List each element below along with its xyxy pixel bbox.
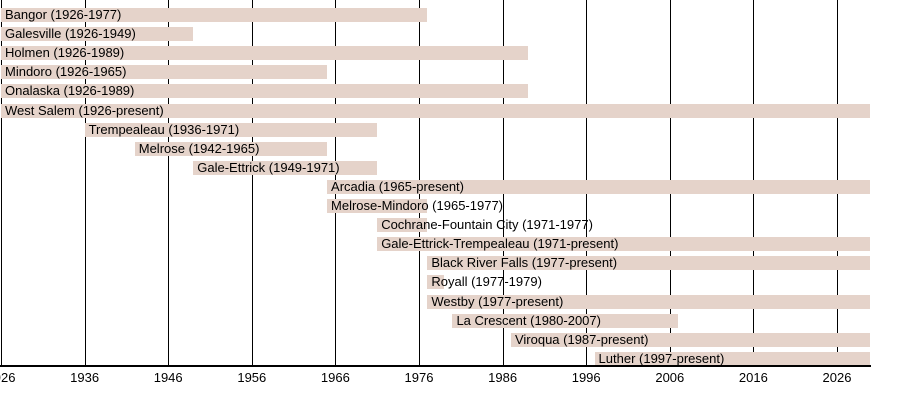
timeline-bar [327, 179, 871, 194]
timeline-bar [377, 237, 871, 252]
timeline-bar-label: Melrose (1942-1965) [138, 140, 260, 156]
timeline-bar [427, 256, 871, 271]
timeline-bar [1, 65, 328, 80]
timeline-bar [1, 84, 528, 99]
x-axis-tick-label: 1976 [404, 370, 434, 385]
x-axis-tick-label: 2006 [655, 370, 685, 385]
timeline-bar [594, 351, 871, 366]
timeline-bar-label: Cochrane-Fountain City (1971-1977) [381, 217, 593, 233]
x-axis-tick-label: 1936 [70, 370, 100, 385]
gridline-1946 [168, 0, 170, 366]
timeline-bar-label: West Salem (1926-present) [5, 102, 164, 118]
gridline-1956 [251, 0, 253, 366]
timeline-bar [1, 8, 428, 22]
timeline-bar-label: Gale-Ettrick (1949-1971) [197, 159, 340, 175]
timeline-bar [1, 27, 194, 42]
timeline-bar [377, 218, 428, 233]
timeline-bar [1, 103, 871, 118]
timeline-bar-label: Holmen (1926-1989) [5, 45, 125, 61]
timeline-bar-label: La Crescent (1980-2007) [456, 312, 601, 328]
timeline-bar-label: Viroqua (1987-present) [514, 331, 649, 347]
x-axis-tick-label: 2016 [738, 370, 768, 385]
timeline-bar-label: Arcadia (1965-present) [331, 178, 464, 194]
timeline-bar-label: Black River Falls (1977-present) [431, 255, 618, 271]
x-axis-tick-label: 1946 [153, 370, 183, 385]
x-axis-tick-label: 1996 [571, 370, 601, 385]
timeline-bar-label: Luther (1997-present) [598, 350, 725, 366]
x-axis-tick-label: 1956 [237, 370, 267, 385]
x-axis-tick-label: 2026 [822, 370, 852, 385]
timeline-bar-label: Onalaska (1926-1989) [5, 83, 135, 99]
x-axis-tick-label: 1926 [0, 370, 16, 385]
timeline-bar-label: Melrose-Mindoro (1965-1977) [331, 198, 504, 213]
timeline-bar [427, 294, 871, 309]
timeline-bar-label: Bangor (1926-1977) [5, 7, 122, 22]
timeline-bar-label: Mindoro (1926-1965) [5, 64, 127, 80]
timeline-bar [327, 199, 428, 213]
timeline-bar [452, 313, 679, 328]
x-axis-tick-label: 1986 [488, 370, 518, 385]
timeline-bar [84, 122, 378, 137]
timeline-bar [427, 275, 445, 290]
timeline-bar [134, 141, 328, 156]
gridline-1936 [84, 0, 86, 366]
x-axis-line [0, 365, 871, 367]
timeline-bar-label: Trempealeau (1936-1971) [88, 121, 240, 137]
timeline-bar-label: Galesville (1926-1949) [5, 26, 136, 42]
x-axis-tick-label: 1966 [320, 370, 350, 385]
timeline-bar [1, 46, 528, 61]
gridline-1926 [1, 0, 2, 366]
timeline-bar-label: Westby (1977-present) [431, 293, 564, 309]
timeline-bar [510, 332, 871, 347]
timeline-bar-label: Royall (1977-1979) [431, 274, 542, 290]
timeline-bar [193, 160, 378, 175]
timeline-bar-label: Gale-Ettrick-Trempealeau (1971-present) [381, 236, 619, 252]
